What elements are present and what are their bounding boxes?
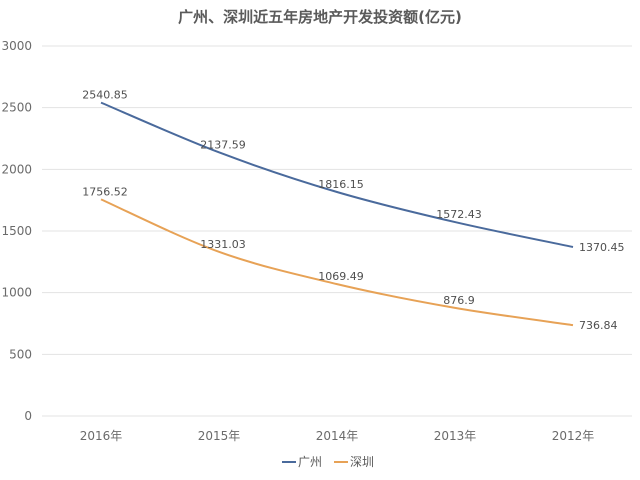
data-labels: 2540.85 2137.59 1816.15 1572.43 1370.45 1756.… [82, 89, 624, 332]
data-label: 1331.03 [200, 238, 246, 251]
data-label: 1816.15 [318, 178, 364, 191]
series-line-2 [100, 198, 574, 327]
x-axis-tick-labels: 2016年 2015年 2014年 2013年 2012年 [80, 429, 595, 443]
y-tick-label: 1000 [1, 286, 32, 300]
data-label: 1572.43 [436, 208, 482, 221]
y-tick-label: 0 [24, 409, 32, 423]
legend: 广州 深圳 [282, 455, 374, 469]
series-lines [100, 101, 574, 327]
x-tick-label: 2014年 [316, 429, 359, 443]
data-label: 1370.45 [579, 241, 625, 254]
grid-lines [42, 45, 632, 417]
y-axis-tick-labels: 0 500 1000 1500 2000 2500 3000 [1, 39, 32, 423]
data-label: 1069.49 [318, 270, 364, 283]
y-tick-label: 2000 [1, 162, 32, 176]
legend-label-1: 广州 [298, 455, 322, 469]
y-tick-label: 1500 [1, 224, 32, 238]
chart-title: 广州、深圳近五年房地产开发投资额(亿元) [178, 8, 462, 26]
data-label: 876.9 [443, 294, 475, 307]
y-tick-label: 2500 [1, 101, 32, 115]
data-label: 736.84 [579, 319, 618, 332]
data-label: 2540.85 [82, 89, 128, 102]
data-label: 2137.59 [200, 138, 246, 151]
x-tick-label: 2012年 [552, 429, 595, 443]
y-tick-label: 3000 [1, 39, 32, 53]
x-tick-label: 2016年 [80, 429, 123, 443]
data-label: 1756.52 [82, 185, 128, 198]
x-tick-label: 2013年 [434, 429, 477, 443]
legend-label-2: 深圳 [350, 455, 374, 469]
y-tick-label: 500 [9, 347, 32, 361]
series-line-1 [100, 101, 574, 248]
x-tick-label: 2015年 [198, 429, 241, 443]
